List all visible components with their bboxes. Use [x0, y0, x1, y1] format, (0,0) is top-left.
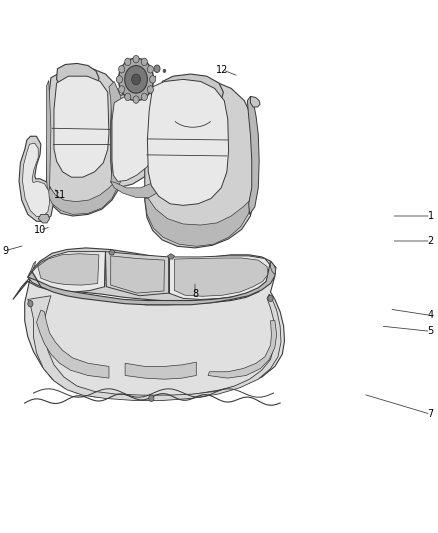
Polygon shape	[271, 261, 276, 274]
Polygon shape	[28, 248, 276, 301]
Text: 10: 10	[34, 225, 46, 236]
Text: 9: 9	[3, 246, 9, 255]
Polygon shape	[111, 177, 163, 197]
Circle shape	[125, 93, 131, 101]
Polygon shape	[174, 258, 268, 296]
Polygon shape	[145, 197, 253, 246]
Polygon shape	[109, 249, 115, 255]
Circle shape	[141, 93, 148, 101]
Polygon shape	[32, 252, 106, 292]
Polygon shape	[111, 88, 164, 187]
Text: 8: 8	[192, 289, 198, 299]
Circle shape	[149, 395, 154, 401]
Polygon shape	[161, 74, 223, 108]
Polygon shape	[167, 254, 174, 259]
Circle shape	[150, 76, 155, 83]
Circle shape	[154, 65, 160, 72]
Polygon shape	[208, 321, 277, 378]
Polygon shape	[36, 310, 109, 378]
Polygon shape	[111, 256, 164, 293]
Circle shape	[119, 66, 125, 73]
Text: 1: 1	[427, 211, 434, 221]
Polygon shape	[251, 96, 260, 107]
Text: 5: 5	[427, 326, 434, 336]
Circle shape	[133, 55, 139, 63]
Text: 4: 4	[427, 310, 434, 320]
Polygon shape	[30, 261, 35, 272]
Circle shape	[117, 76, 123, 83]
Polygon shape	[125, 362, 196, 379]
Circle shape	[125, 66, 148, 93]
Polygon shape	[22, 143, 49, 216]
Text: 12: 12	[216, 65, 229, 75]
Circle shape	[28, 301, 33, 307]
Polygon shape	[106, 252, 169, 296]
Circle shape	[268, 295, 273, 302]
Circle shape	[119, 86, 125, 93]
Polygon shape	[38, 254, 99, 285]
Polygon shape	[46, 67, 122, 216]
Polygon shape	[112, 94, 160, 181]
Polygon shape	[13, 276, 285, 398]
Polygon shape	[247, 96, 259, 214]
Polygon shape	[148, 79, 229, 205]
Polygon shape	[145, 79, 254, 248]
Text: 11: 11	[54, 190, 67, 200]
Polygon shape	[109, 82, 122, 187]
Text: 2: 2	[427, 236, 434, 246]
Polygon shape	[54, 76, 109, 177]
Circle shape	[147, 86, 153, 93]
Polygon shape	[38, 214, 49, 223]
Polygon shape	[28, 294, 281, 400]
Circle shape	[163, 69, 166, 72]
Circle shape	[147, 66, 153, 73]
Polygon shape	[169, 256, 272, 300]
Polygon shape	[48, 177, 120, 214]
Circle shape	[133, 96, 139, 103]
Circle shape	[125, 58, 131, 66]
Circle shape	[119, 58, 153, 101]
Circle shape	[141, 58, 148, 66]
Circle shape	[132, 74, 141, 85]
Polygon shape	[28, 261, 276, 305]
Text: 7: 7	[427, 409, 434, 419]
Polygon shape	[57, 63, 99, 94]
Polygon shape	[19, 136, 53, 221]
Polygon shape	[46, 80, 51, 195]
